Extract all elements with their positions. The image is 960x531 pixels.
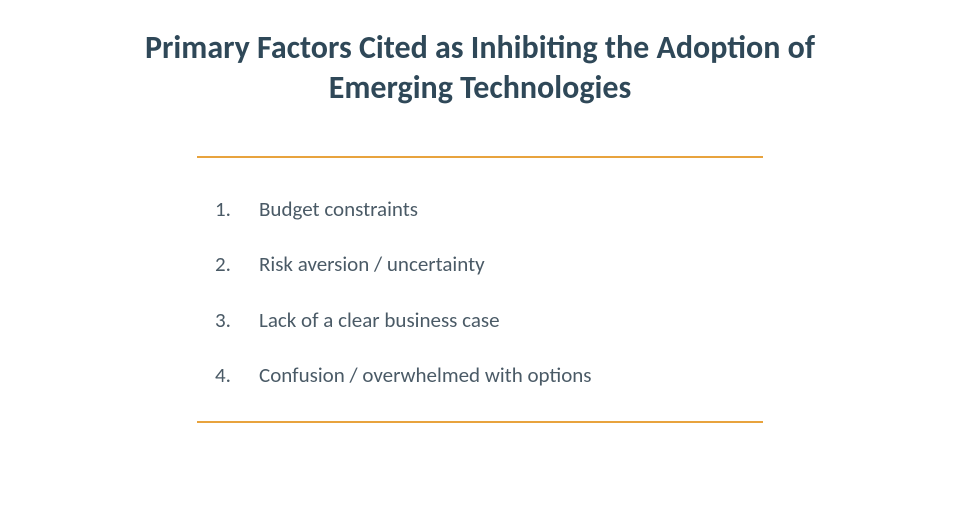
list-text: Risk aversion / uncertainty xyxy=(259,251,763,278)
list-number: 2. xyxy=(215,251,259,278)
list-text: Lack of a clear business case xyxy=(259,307,763,334)
list-item: 2. Risk aversion / uncertainty xyxy=(197,237,763,292)
list-item: 3. Lack of a clear business case xyxy=(197,293,763,348)
slide-title: Primary Factors Cited as Inhibiting the … xyxy=(60,28,900,108)
slide-container: Primary Factors Cited as Inhibiting the … xyxy=(0,0,960,531)
list-number: 4. xyxy=(215,362,259,389)
list-number: 1. xyxy=(215,196,259,223)
factors-list: 1. Budget constraints 2. Risk aversion /… xyxy=(197,156,763,423)
list-item: 4. Confusion / overwhelmed with options xyxy=(197,348,763,403)
list-number: 3. xyxy=(215,307,259,334)
list-text: Confusion / overwhelmed with options xyxy=(259,362,763,389)
list-item: 1. Budget constraints xyxy=(197,182,763,237)
list-text: Budget constraints xyxy=(259,196,763,223)
